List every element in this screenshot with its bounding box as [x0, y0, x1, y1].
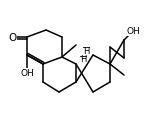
Text: O: O [8, 33, 16, 43]
Text: H: H [83, 46, 89, 55]
Text: OH: OH [126, 27, 140, 36]
Text: H: H [80, 55, 86, 64]
Text: OH: OH [20, 69, 34, 78]
